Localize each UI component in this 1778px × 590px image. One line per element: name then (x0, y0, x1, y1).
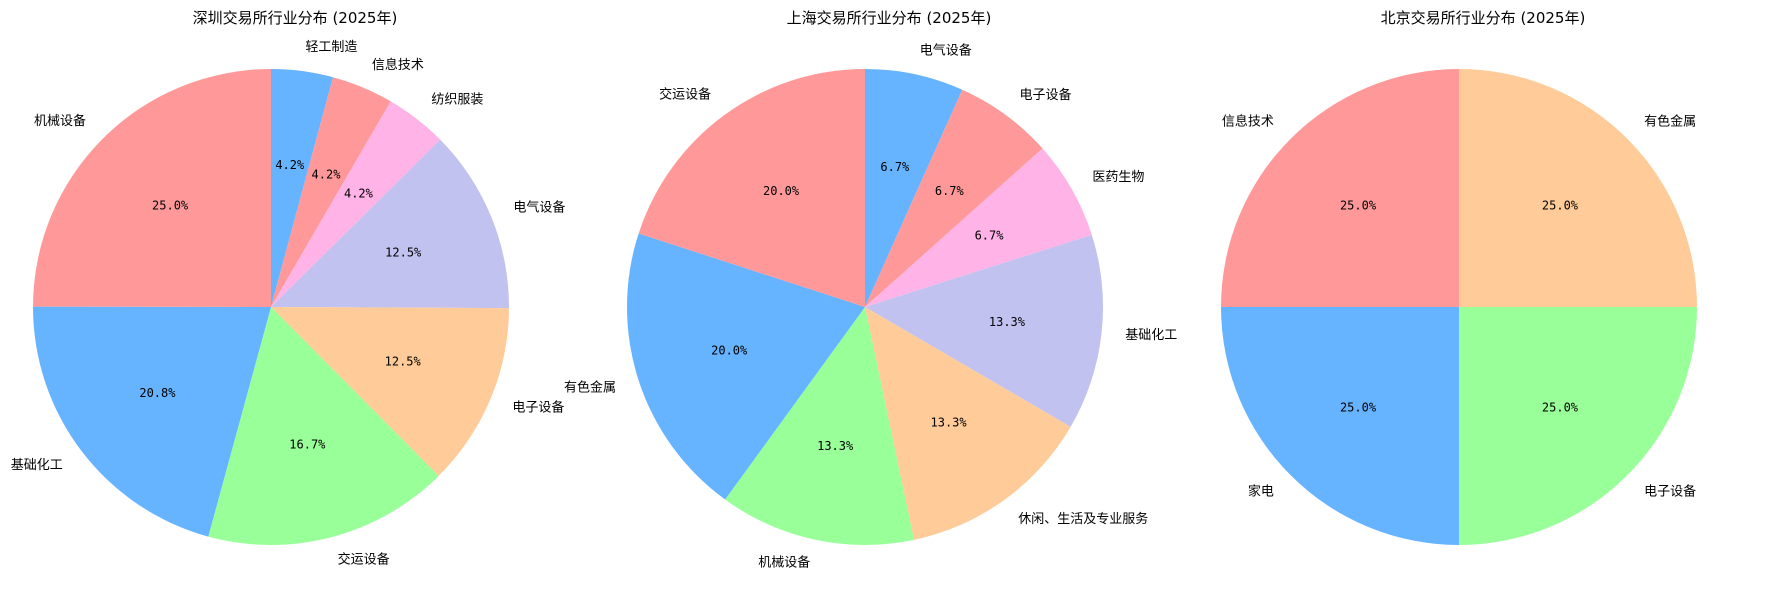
slice-label: 医药生物 (1092, 170, 1144, 185)
pie-slice (271, 307, 509, 476)
slice-percent-label: 12.5% (385, 246, 422, 260)
chart-title: 北京交易所行业分布 (2025年) (1380, 9, 1586, 27)
slice-percent-label: 4.2% (344, 187, 374, 201)
slice-label: 交运设备 (659, 87, 711, 103)
pie-slice (271, 101, 441, 307)
pie-slice (33, 306, 272, 537)
slice-percent-label: 25.0% (1340, 199, 1377, 213)
pie-slice (865, 234, 1103, 427)
slice-label: 纺织服装 (431, 93, 483, 108)
pie-slice (33, 69, 272, 307)
slice-label: 有色金属 (564, 379, 616, 395)
slice-percent-label: 4.2% (275, 158, 305, 172)
slice-percent-label: 20.0% (711, 344, 748, 358)
slice-percent-label: 13.3% (817, 439, 854, 453)
pie-slice (271, 69, 334, 307)
slice-label: 基础化工 (11, 458, 63, 473)
pie-slice (271, 139, 510, 309)
pie-slice (865, 89, 1043, 307)
pie-svg: 电气设备 6.7% 电子设备 6.7% 医药生物 6.7% 基础化工 13.3% 休闲、生活及专… (564, 42, 1177, 571)
pie-slice (638, 69, 865, 307)
slice-label: 信息技术 (1222, 113, 1274, 129)
slice-percent-label: 25.0% (1542, 199, 1579, 213)
slice-percent-label: 20.8% (139, 386, 176, 400)
slice-label: 信息技术 (372, 57, 424, 73)
slice-percent-label: 12.5% (385, 355, 422, 369)
chart-title: 上海交易所行业分布 (2025年) (786, 9, 992, 27)
pie-slice (1459, 307, 1697, 545)
slice-percent-label: 13.3% (931, 415, 968, 429)
slice-label: 机械设备 (758, 555, 810, 571)
slice-label: 电子设备 (512, 400, 564, 416)
slice-label: 电气设备 (513, 200, 565, 216)
pie-slice (865, 307, 1071, 540)
pie-slice (865, 148, 1092, 307)
pie-slice (627, 233, 865, 500)
slice-percent-label: 4.2% (312, 168, 342, 182)
slice-label: 基础化工 (1125, 328, 1177, 343)
slice-label: 电子设备 (1644, 484, 1696, 500)
slice-label: 机械设备 (34, 113, 86, 129)
slice-label: 电子设备 (1020, 87, 1072, 103)
slice-percent-label: 25.0% (152, 198, 189, 212)
pie-svg: 有色金属 25.0% 电子设备 25.0% 家电 25.0% 信息技术 25.0% (1221, 69, 1697, 545)
slice-percent-label: 25.0% (1542, 400, 1579, 414)
slice-percent-label: 6.7% (880, 160, 910, 174)
pie-svg: 轻工制造 4.2% 信息技术 4.2% 纺织服装 4.2% 电气设备 12.5% 电子设备 12.… (11, 40, 566, 568)
pie-slice (865, 69, 963, 307)
slice-label: 家电 (1248, 484, 1274, 500)
pie-chart-beijing: 北京交易所行业分布 (2025年) 有色金属 25.0% 电子设备 25.0% 家电 25… (1188, 0, 1778, 590)
pie-slice (1459, 69, 1697, 307)
slice-percent-label: 13.3% (989, 315, 1026, 329)
slice-label: 电气设备 (920, 42, 972, 58)
pie-slice (208, 307, 439, 546)
chart-title: 深圳交易所行业分布 (2025年) (192, 9, 398, 27)
slice-percent-label: 25.0% (1340, 400, 1377, 414)
pie-slice (1221, 69, 1459, 307)
pie-slice (725, 307, 914, 546)
slice-percent-label: 20.0% (763, 184, 800, 198)
pie-chart-shenzhen: 深圳交易所行业分布 (2025年) 轻工制造 4.2% 信息技术 4.2% 纺织服装 4.… (0, 0, 590, 590)
slice-percent-label: 6.7% (935, 184, 965, 198)
pie-slice (1221, 307, 1459, 545)
slice-label: 交运设备 (338, 552, 390, 568)
pie-chart-shanghai: 上海交易所行业分布 (2025年) 电气设备 6.7% 电子设备 6.7% 医药生物 6.… (564, 0, 1184, 590)
slice-label: 有色金属 (1644, 113, 1696, 129)
slice-percent-label: 16.7% (289, 438, 326, 452)
pie-slice (271, 77, 391, 307)
slice-label: 轻工制造 (305, 40, 357, 55)
slice-label: 休闲、生活及专业服务 (1018, 511, 1148, 527)
slice-percent-label: 6.7% (975, 229, 1005, 243)
